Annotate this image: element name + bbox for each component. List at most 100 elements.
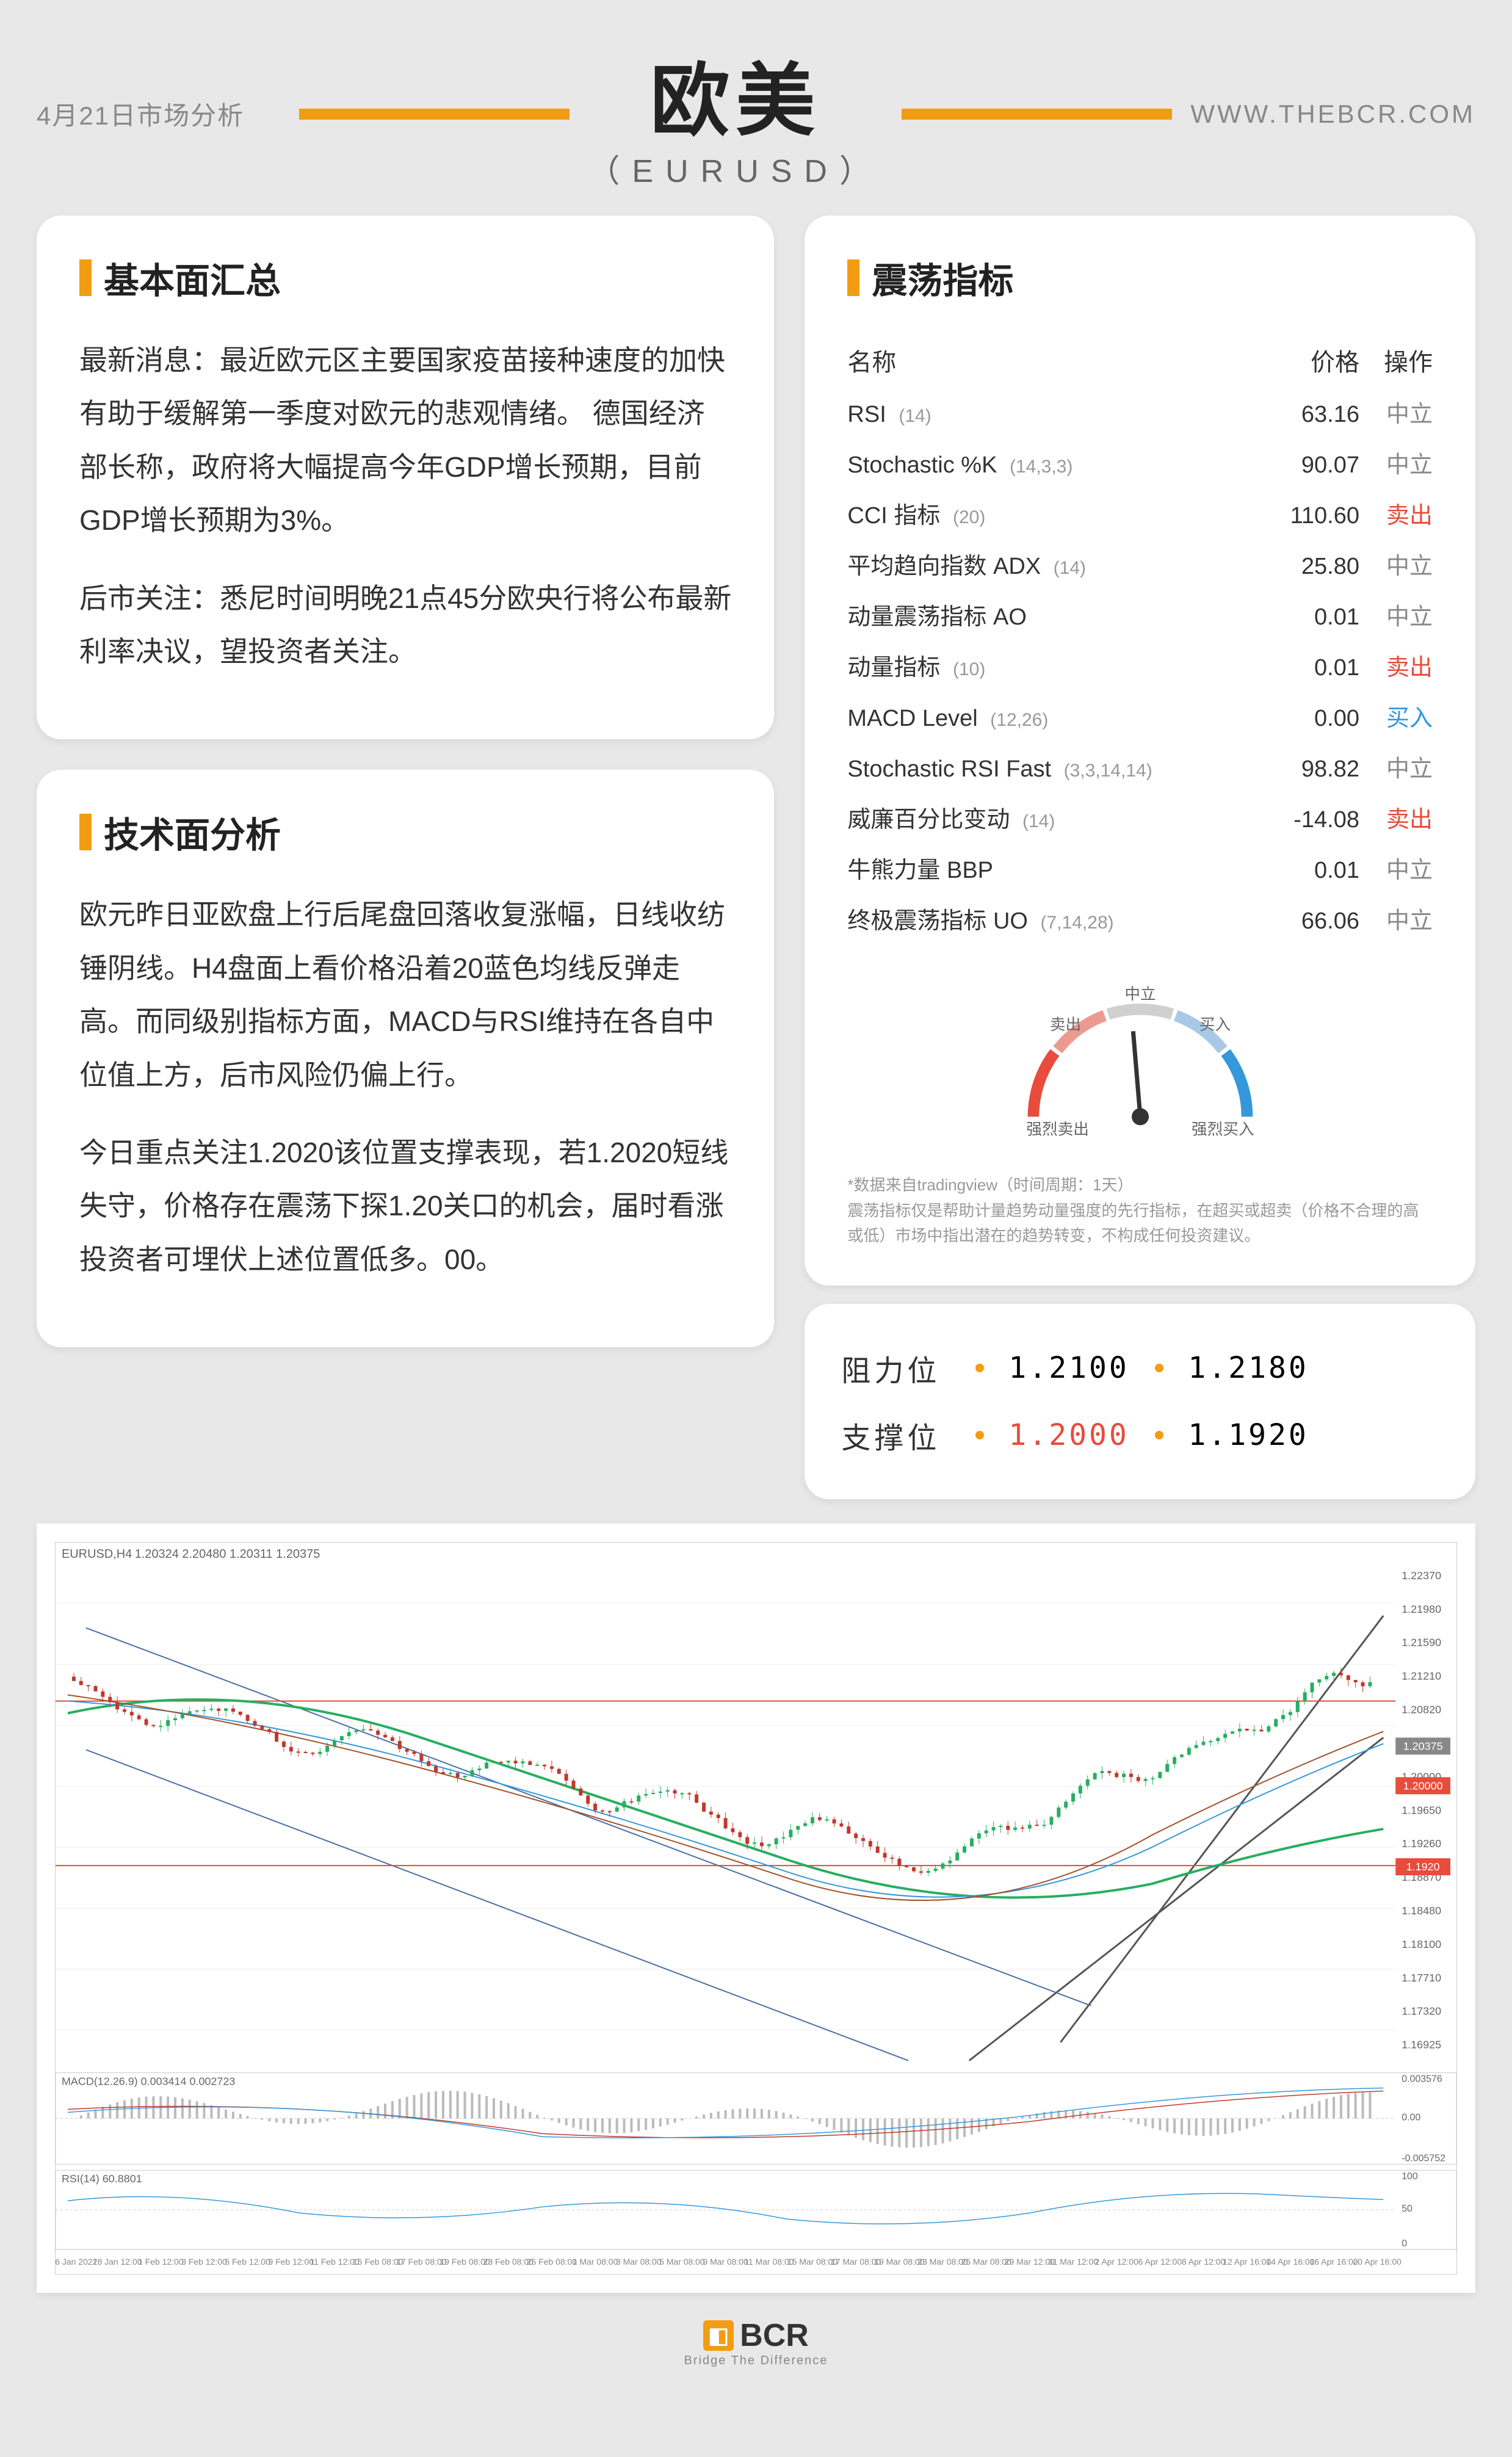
svg-text:17 Feb 08:00: 17 Feb 08:00 bbox=[396, 2257, 447, 2267]
right-column: 震荡指标 名称 价格 操作 RSI (14)63.16中立Stochastic … bbox=[805, 215, 1475, 1499]
svg-text:19 Feb 08:00: 19 Feb 08:00 bbox=[439, 2257, 490, 2267]
dot-icon bbox=[1155, 1364, 1163, 1372]
svg-text:26 Jan 2021: 26 Jan 2021 bbox=[56, 2257, 98, 2267]
osc-price: 0.01 bbox=[1262, 604, 1359, 631]
svg-text:0.003576: 0.003576 bbox=[1402, 2074, 1442, 2084]
r2-val: 1.2180 bbox=[1188, 1351, 1310, 1385]
fundamental-p2: 后市关注：悉尼时间明晚21点45分欧央行将公布最新利率决议，望投资者关注。 bbox=[79, 572, 731, 679]
osc-price: 0.01 bbox=[1262, 655, 1359, 681]
svg-text:1 Feb 12:00: 1 Feb 12:00 bbox=[138, 2257, 184, 2267]
svg-text:29 Mar 12:00: 29 Mar 12:00 bbox=[1005, 2257, 1055, 2267]
oscillators-title: 震荡指标 bbox=[872, 252, 1013, 303]
osc-row: 牛熊力量 BBP0.01中立 bbox=[847, 842, 1433, 893]
svg-text:12 Apr 16:00: 12 Apr 16:00 bbox=[1223, 2257, 1271, 2267]
page: 4月21日市场分析 欧美 （EURUSD） WWW.THEBCR.COM 基本面… bbox=[0, 0, 1512, 2417]
osc-row: CCI 指标 (20)110.60卖出 bbox=[847, 488, 1433, 538]
dot-icon bbox=[975, 1431, 984, 1439]
osc-action: 卖出 bbox=[1359, 496, 1433, 530]
osc-price: 110.60 bbox=[1262, 503, 1359, 529]
orange-accent-icon bbox=[79, 259, 92, 296]
chart-svg: EURUSD,H4 1.20324 2.20480 1.20311 1.2037… bbox=[56, 1543, 1456, 2274]
svg-text:1.17710: 1.17710 bbox=[1402, 1972, 1441, 1984]
svg-text:23 Mar 08:00: 23 Mar 08:00 bbox=[917, 2257, 968, 2267]
osc-price: 0.01 bbox=[1262, 858, 1359, 884]
osc-name: Stochastic RSI Fast (3,3,14,14) bbox=[847, 756, 1262, 783]
technical-p1: 欧元昨日亚欧盘上行后尾盘回落收复涨幅，日线收纺锤阴线。H4盘面上看价格沿着20蓝… bbox=[79, 888, 731, 1102]
svg-text:17 Mar 08:00: 17 Mar 08:00 bbox=[831, 2257, 881, 2267]
osc-action: 中立 bbox=[1359, 902, 1433, 935]
disclaimer: *数据来自tradingview（时间周期：1天） 震荡指标仅是帮助计量趋势动量… bbox=[847, 1173, 1433, 1249]
svg-text:31 Mar 12:00: 31 Mar 12:00 bbox=[1048, 2257, 1099, 2267]
osc-action: 中立 bbox=[1359, 395, 1433, 429]
osc-action: 中立 bbox=[1359, 547, 1433, 581]
s1-val: 1.2000 bbox=[1008, 1418, 1130, 1452]
osc-action: 中立 bbox=[1359, 750, 1433, 783]
osc-param: (3,3,14,14) bbox=[1064, 761, 1152, 781]
gauge-wrap: 中立 卖出 买入 强烈卖出 强烈买入 bbox=[847, 974, 1433, 1148]
osc-row: 终极震荡指标 UO (7,14,28)66.06中立 bbox=[847, 893, 1433, 944]
left-column: 基本面汇总 最新消息：最近欧元区主要国家疫苗接种速度的加快有助于缓解第一季度对欧… bbox=[37, 215, 774, 1499]
title-main: 欧美 bbox=[588, 37, 883, 151]
svg-text:15 Feb 08:00: 15 Feb 08:00 bbox=[353, 2257, 403, 2267]
svg-text:1.20820: 1.20820 bbox=[1402, 1703, 1441, 1715]
osc-price: 90.07 bbox=[1262, 452, 1359, 479]
chart-symbol: EURUSD,H4 bbox=[62, 1547, 132, 1561]
gauge-arc-strongbuy bbox=[1226, 1052, 1247, 1116]
osc-name: 威廉百分比变动 (14) bbox=[847, 800, 1262, 834]
osc-row: RSI (14)63.16中立 bbox=[847, 386, 1433, 437]
osc-header-row: 名称 价格 操作 bbox=[847, 334, 1433, 386]
gauge-label-strongbuy: 强烈买入 bbox=[1192, 1121, 1254, 1138]
gauge-label-strongsell: 强烈卖出 bbox=[1026, 1121, 1089, 1138]
osc-action: 中立 bbox=[1359, 851, 1433, 885]
rsi-label: RSI(14) 60.8801 bbox=[62, 2173, 142, 2185]
osc-price: -14.08 bbox=[1262, 807, 1359, 833]
gauge-label-buy: 买入 bbox=[1199, 1016, 1231, 1033]
osc-row: Stochastic RSI Fast (3,3,14,14)98.82中立 bbox=[847, 741, 1433, 792]
svg-text:1.21980: 1.21980 bbox=[1402, 1603, 1441, 1615]
footer-brand: BCR bbox=[740, 2317, 809, 2354]
svg-text:1.16925: 1.16925 bbox=[1402, 2038, 1441, 2050]
svg-text:23 Feb 08:00: 23 Feb 08:00 bbox=[483, 2257, 534, 2267]
price-s1-text: 1.20000 bbox=[1403, 1779, 1443, 1792]
technical-body: 欧元昨日亚欧盘上行后尾盘回落收复涨幅，日线收纺锤阴线。H4盘面上看价格沿着20蓝… bbox=[79, 888, 731, 1286]
svg-text:19 Mar 08:00: 19 Mar 08:00 bbox=[874, 2257, 925, 2267]
orange-bar-left bbox=[299, 109, 570, 120]
chart-ohlc: 1.20324 2.20480 1.20311 1.20375 bbox=[135, 1547, 320, 1561]
title-sub: （EURUSD） bbox=[588, 145, 883, 191]
osc-name: 平均趋向指数 ADX (14) bbox=[847, 547, 1262, 581]
osc-rows: RSI (14)63.16中立Stochastic %K (14,3,3)90.… bbox=[847, 386, 1433, 944]
gauge-arc-neutral bbox=[1108, 1009, 1172, 1014]
orange-accent-icon bbox=[79, 814, 92, 850]
header: 4月21日市场分析 欧美 （EURUSD） WWW.THEBCR.COM bbox=[37, 37, 1475, 191]
osc-action: 卖出 bbox=[1359, 648, 1433, 682]
svg-text:1.22370: 1.22370 bbox=[1402, 1569, 1441, 1582]
svg-text:20 Apr 16:00: 20 Apr 16:00 bbox=[1353, 2257, 1402, 2267]
disclaimer-2: 震荡指标仅是帮助计量趋势动量强度的先行指标，在超买或超卖（价格不合理的高或低）市… bbox=[847, 1198, 1433, 1249]
osc-name: MACD Level (12,26) bbox=[847, 706, 1262, 732]
content-row: 基本面汇总 最新消息：最近欧元区主要国家疫苗接种速度的加快有助于缓解第一季度对欧… bbox=[37, 215, 1475, 1499]
osc-row: 动量震荡指标 AO0.01中立 bbox=[847, 589, 1433, 640]
gauge-arc-strongsell bbox=[1033, 1052, 1055, 1116]
orange-accent-icon bbox=[847, 259, 859, 296]
osc-name: CCI 指标 (20) bbox=[847, 496, 1262, 530]
svg-text:28 Jan 12:00: 28 Jan 12:00 bbox=[93, 2257, 142, 2267]
osc-row: 动量指标 (10)0.01卖出 bbox=[847, 640, 1433, 690]
osc-param: (20) bbox=[953, 507, 985, 527]
osc-param: (7,14,28) bbox=[1041, 913, 1114, 933]
svg-text:-0.005752: -0.005752 bbox=[1402, 2153, 1445, 2163]
svg-text:3 Mar 08:00: 3 Mar 08:00 bbox=[616, 2257, 662, 2267]
svg-text:1 Mar 08:00: 1 Mar 08:00 bbox=[573, 2257, 618, 2267]
svg-text:50: 50 bbox=[1402, 2204, 1413, 2214]
osc-action: 中立 bbox=[1359, 598, 1433, 631]
svg-text:9 Mar 08:00: 9 Mar 08:00 bbox=[703, 2257, 748, 2267]
osc-row: MACD Level (12,26)0.00买入 bbox=[847, 690, 1433, 741]
svg-text:9 Feb 12:00: 9 Feb 12:00 bbox=[269, 2257, 314, 2267]
technical-title: 技术面分析 bbox=[104, 806, 281, 858]
card-title: 基本面汇总 bbox=[79, 252, 731, 303]
svg-text:5 Mar 08:00: 5 Mar 08:00 bbox=[659, 2257, 705, 2267]
card-title: 震荡指标 bbox=[847, 252, 1433, 303]
osc-param: (10) bbox=[953, 659, 985, 679]
osc-name: 终极震荡指标 UO (7,14,28) bbox=[847, 902, 1262, 935]
osc-action: 卖出 bbox=[1359, 800, 1433, 834]
svg-text:1.21210: 1.21210 bbox=[1402, 1670, 1441, 1682]
